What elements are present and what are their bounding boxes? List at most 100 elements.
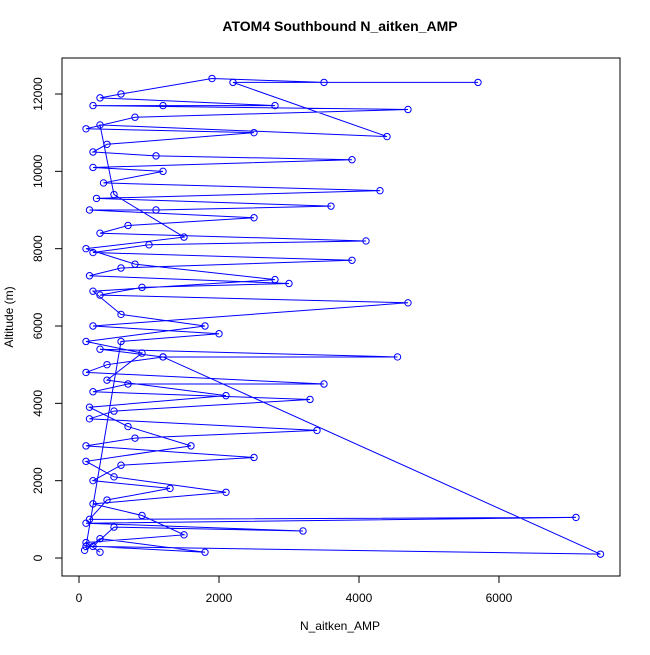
data-point	[96, 345, 104, 353]
data-point	[271, 275, 279, 284]
data-point	[89, 148, 97, 156]
data-point	[131, 113, 139, 121]
data-point	[89, 101, 97, 110]
data-point	[320, 78, 328, 87]
data-point	[117, 264, 125, 272]
data-point	[89, 248, 97, 257]
data-point	[85, 272, 94, 280]
data-line	[84, 78, 601, 555]
data-point	[82, 337, 90, 346]
data-point	[103, 140, 111, 148]
data-point	[152, 206, 160, 214]
data-point	[383, 132, 391, 141]
data-point	[89, 163, 97, 172]
data-point	[376, 186, 384, 195]
data-point	[285, 279, 293, 288]
x-tick-label: 0	[76, 591, 83, 605]
data-point	[110, 190, 118, 199]
data-point	[187, 442, 195, 450]
data-point	[85, 515, 94, 524]
y-tick-label: 10000	[31, 154, 45, 188]
data-point	[474, 78, 482, 87]
data-point	[306, 395, 314, 404]
data-point	[82, 368, 90, 377]
data-point	[96, 534, 104, 543]
data-point	[313, 426, 321, 435]
x-tick-label: 2000	[206, 591, 233, 605]
data-point	[320, 380, 328, 388]
data-point	[229, 78, 237, 87]
data-point	[103, 360, 111, 369]
data-point	[166, 484, 174, 493]
data-point	[222, 488, 230, 496]
data-point	[348, 256, 356, 264]
data-point	[89, 542, 97, 551]
data-point	[103, 496, 111, 504]
data-point	[201, 548, 209, 556]
data-point	[89, 500, 97, 508]
data-point	[110, 523, 118, 531]
data-point	[117, 461, 125, 469]
y-tick-label: 12000	[31, 77, 45, 111]
data-point	[250, 453, 258, 462]
data-point	[215, 330, 223, 338]
data-point	[327, 202, 335, 210]
y-tick-label: 2000	[31, 467, 45, 494]
data-point	[138, 283, 146, 292]
data-point	[250, 214, 258, 222]
data-point	[572, 513, 580, 522]
x-tick-label: 6000	[486, 591, 513, 605]
data-point	[103, 376, 111, 384]
data-point	[124, 380, 132, 388]
data-point	[131, 434, 139, 442]
y-axis-label: Altitude (m)	[2, 286, 16, 347]
data-point	[110, 407, 118, 415]
data-point	[201, 322, 209, 330]
data-point	[89, 388, 97, 396]
data-point	[250, 128, 258, 137]
data-point	[110, 473, 118, 481]
data-point	[85, 415, 94, 423]
data-point	[85, 206, 94, 214]
data-point	[596, 550, 605, 558]
data-point	[96, 94, 104, 102]
data-point	[82, 125, 90, 133]
data-point	[362, 237, 370, 245]
data-point	[96, 291, 104, 299]
data-point	[404, 105, 412, 114]
y-tick-label: 6000	[31, 312, 45, 339]
data-point	[82, 457, 90, 466]
data-point	[82, 244, 90, 253]
data-point	[117, 90, 125, 98]
y-tick-label: 8000	[31, 235, 45, 262]
data-point	[393, 353, 402, 361]
data-point	[159, 101, 167, 110]
data-point	[271, 101, 279, 110]
data-point	[89, 322, 97, 330]
data-point	[80, 546, 89, 554]
data-point	[208, 74, 216, 83]
data-point	[96, 229, 104, 237]
x-tick-label: 4000	[346, 591, 373, 605]
data-point	[180, 233, 188, 241]
data-point	[404, 299, 412, 307]
data-point	[180, 531, 188, 539]
data-point	[92, 194, 101, 203]
data-point	[152, 152, 160, 160]
chart-title: ATOM4 Southbound N_aitken_AMP	[222, 18, 457, 34]
data-point	[117, 337, 125, 346]
data-point	[131, 260, 139, 268]
y-tick-label: 0	[31, 554, 45, 561]
data-point	[99, 179, 108, 187]
data-point	[89, 476, 97, 485]
data-point	[159, 353, 167, 361]
data-point	[82, 442, 90, 450]
data-point	[222, 391, 230, 400]
data-point	[138, 349, 146, 357]
data-point	[89, 287, 97, 295]
data-point	[124, 221, 132, 230]
data-point	[117, 310, 125, 319]
